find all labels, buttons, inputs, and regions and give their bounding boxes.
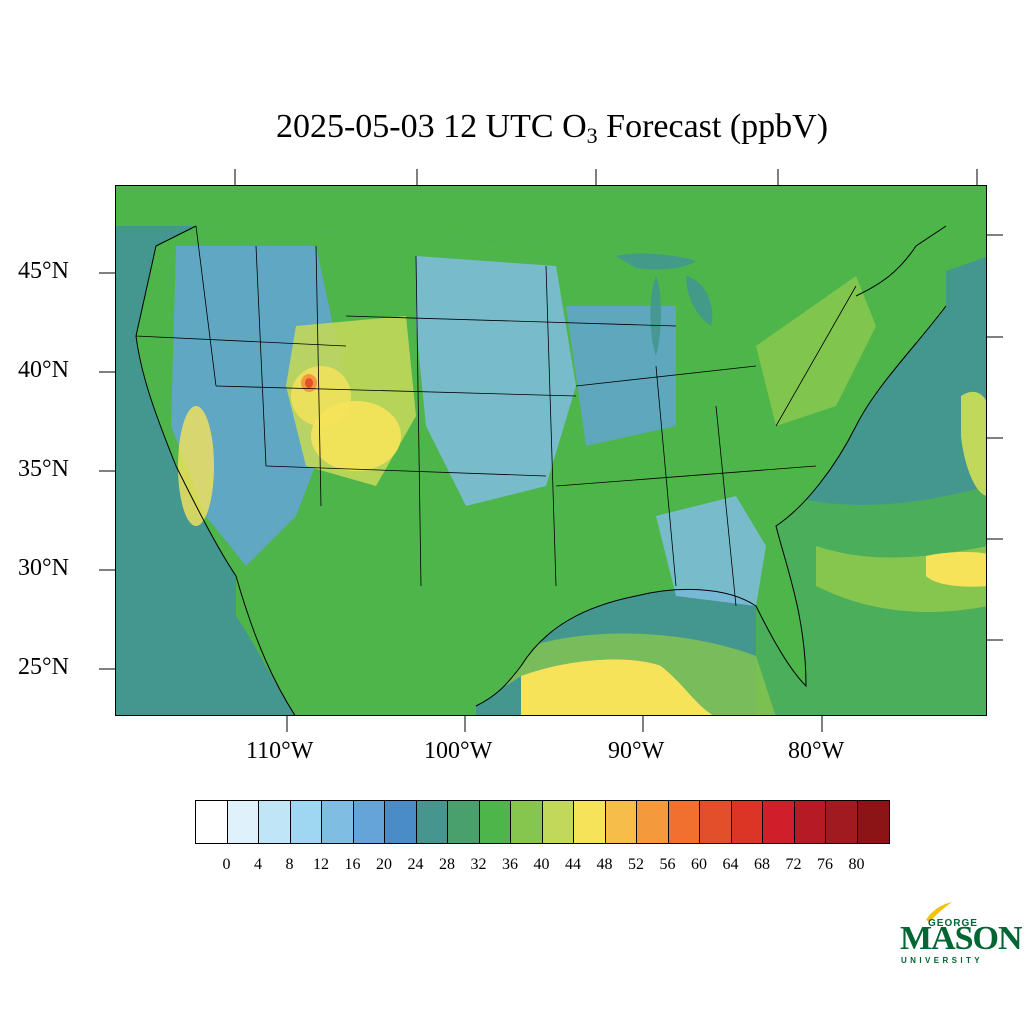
colorbar-cell <box>322 801 354 843</box>
mexico-land <box>236 576 476 715</box>
ozone-hotspot-red <box>305 378 313 388</box>
gulf-green <box>506 633 776 715</box>
colorbar-cell <box>542 801 574 843</box>
lake-michigan <box>650 276 661 356</box>
colorbar-cell <box>794 801 826 843</box>
lon-label-100: 100°W <box>424 738 493 764</box>
state-boundaries <box>135 225 857 607</box>
chart-title: 2025-05-03 12 UTC O3 Forecast (ppbV) <box>275 108 829 148</box>
colorbar-cell <box>353 801 385 843</box>
colorbar-tick-label: 68 <box>754 856 770 873</box>
colorbar-cell <box>259 801 291 843</box>
southeast-blue-region <box>656 496 766 606</box>
colorbar-tick-label: 72 <box>785 856 802 873</box>
colorbar-tick-label: 44 <box>565 856 581 873</box>
colorbar-cell <box>479 801 511 843</box>
colorbar-cell <box>700 801 732 843</box>
colorbar-cell <box>826 801 858 843</box>
lake-superior <box>616 253 696 270</box>
lat-label-35: 35°N <box>18 456 69 482</box>
plains-blue-region-2 <box>566 306 676 446</box>
colorbar-tick-label: 0 <box>222 856 231 873</box>
colorbar-tick-label: 20 <box>376 856 392 873</box>
colorbar-tick-label: 60 <box>691 856 707 873</box>
coastline <box>135 225 947 715</box>
lon-label-80: 80°W <box>788 738 845 764</box>
colorbar-tick-label: 16 <box>344 856 361 873</box>
northeast-yellow-region <box>756 276 876 426</box>
lake-huron <box>686 276 713 326</box>
lat-label-40: 40°N <box>18 357 69 383</box>
colorbar-tick-label: 56 <box>659 856 676 873</box>
colorbar-tick-label: 32 <box>470 856 487 873</box>
colorbar-tick-label: 28 <box>439 856 455 873</box>
colorbar-cell <box>448 801 480 843</box>
lat-label-30: 30°N <box>18 555 69 581</box>
lat-label-25: 25°N <box>18 654 69 680</box>
gulf-yellow <box>521 659 713 715</box>
colorbar-cell <box>416 801 448 843</box>
colorbar <box>195 800 890 844</box>
colorbar-cell <box>731 801 763 843</box>
offshore-east-strip <box>961 391 986 496</box>
colorbar-tick-label: 24 <box>407 856 424 873</box>
colorbar-tick-label: 12 <box>313 856 329 873</box>
colorbar-tick-label: 40 <box>533 856 550 873</box>
colorbar-cell <box>605 801 637 843</box>
colorbar-cell <box>227 801 259 843</box>
logo-swoosh-icon <box>926 902 952 922</box>
california-yellow <box>178 406 214 526</box>
logo-university-text: UNIVERSITY <box>901 956 984 965</box>
colorbar-tick-label: 76 <box>817 856 833 873</box>
colorbar-tick-label: 4 <box>254 856 262 873</box>
colorbar-cell <box>763 801 795 843</box>
colorbar-tick-label: 80 <box>848 856 865 873</box>
colorbar-tick-label: 64 <box>722 856 739 873</box>
colorbar-tick-label: 52 <box>628 856 644 873</box>
colorbar-cell <box>857 801 889 843</box>
colorbar-cell <box>385 801 417 843</box>
colorbar-cell <box>574 801 606 843</box>
logo-mason-text: MASON <box>900 920 1023 957</box>
ozone-map <box>115 185 987 716</box>
colorbar-cell <box>668 801 700 843</box>
colorbar-tick-label: 8 <box>285 856 294 873</box>
lat-label-45: 45°N <box>18 258 69 284</box>
colorbar-cell <box>290 801 322 843</box>
colorbar-tick-label: 48 <box>596 856 613 873</box>
colorbar-cell <box>196 801 228 843</box>
canada-land <box>116 186 986 296</box>
logo-george-text: GEORGE <box>928 918 978 929</box>
lon-label-110: 110°W <box>246 738 314 764</box>
colorbar-cell <box>511 801 543 843</box>
plains-blue-region <box>416 256 576 506</box>
lon-label-90: 90°W <box>608 738 665 764</box>
colorbar-cell <box>637 801 669 843</box>
colorbar-tick-label: 36 <box>502 856 518 873</box>
gmu-logo: GEORGE MASON UNIVERSITY <box>898 900 1023 970</box>
offshore-yellow-atlantic <box>926 551 986 587</box>
